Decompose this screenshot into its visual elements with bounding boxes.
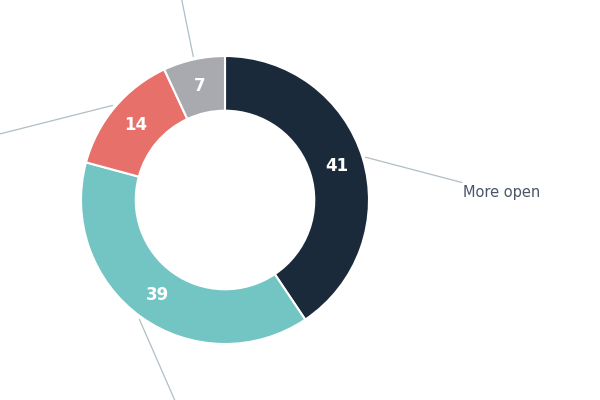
Text: Less open: Less open	[0, 105, 113, 153]
Wedge shape	[81, 162, 305, 344]
Wedge shape	[164, 56, 225, 119]
Text: 14: 14	[124, 116, 148, 134]
Text: Don't know: Don't know	[135, 0, 218, 56]
Text: 7: 7	[194, 77, 206, 95]
Wedge shape	[86, 70, 187, 177]
Wedge shape	[225, 56, 369, 320]
Text: 41: 41	[325, 157, 348, 175]
Text: The same: The same	[139, 319, 218, 400]
Text: More open: More open	[365, 157, 540, 200]
Text: 39: 39	[145, 286, 169, 304]
